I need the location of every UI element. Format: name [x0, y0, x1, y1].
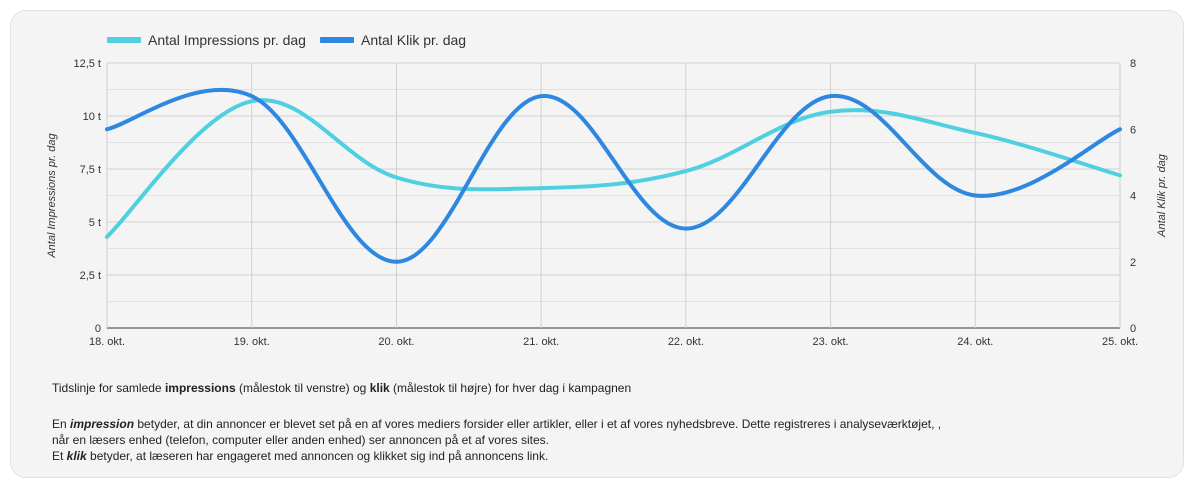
description-text: betyder, at din annoncer er blevet set p…: [134, 417, 942, 431]
x-tick-label: 20. okt.: [378, 336, 414, 348]
x-tick-label: 22. okt.: [668, 336, 704, 348]
y-left-tick-label: 7,5 t: [80, 164, 101, 176]
legend-label-klik: Antal Klik pr. dag: [361, 32, 466, 48]
series-line-impressions: [105, 98, 1122, 239]
y-left-tick-label: 5 t: [89, 217, 101, 229]
y-left-tick-label: 0: [95, 323, 101, 335]
y-left-tick-label: 10 t: [83, 111, 101, 123]
y-right-tick-label: 8: [1130, 58, 1136, 70]
description-line-2: når en læsers enhed (telefon, computer e…: [52, 433, 549, 447]
description-text: Et: [52, 449, 67, 463]
x-tick-label: 24. okt.: [957, 336, 993, 348]
legend-swatch-klik: [320, 37, 354, 43]
impression-term: impression: [70, 417, 135, 431]
y-right-tick-label: 0: [1130, 323, 1136, 335]
x-tick-label: 25. okt.: [1102, 336, 1138, 348]
description-text: betyder, at læseren har engageret med an…: [86, 449, 549, 463]
chart-card: [10, 10, 1184, 478]
x-tick-label: 18. okt.: [89, 336, 125, 348]
y-right-axis-label: Antal Klik pr. dag: [1156, 153, 1168, 238]
x-tick-label: 23. okt.: [813, 336, 849, 348]
y-right-tick-label: 2: [1130, 257, 1136, 269]
description-line-3: Et klik betyder, at læseren har engagere…: [52, 448, 941, 464]
y-left-tick-label: 2,5 t: [80, 270, 101, 282]
chart-caption: Tidslinje for samlede impressions (måles…: [52, 380, 631, 396]
caption-klik-bold: klik: [369, 381, 390, 395]
y-left-axis-label: Antal Impressions pr. dag: [46, 132, 58, 258]
x-tick-label: 21. okt.: [523, 336, 559, 348]
caption-impressions-bold: impressions: [164, 381, 236, 395]
y-right-tick-label: 6: [1130, 124, 1136, 136]
description-text: En: [52, 417, 71, 431]
caption-text-mid: (målestok til venstre) og: [235, 381, 370, 395]
description-line-1: En impression betyder, at din annoncer e…: [52, 416, 941, 432]
y-right-tick-label: 4: [1130, 191, 1136, 203]
chart-description: En impression betyder, at din annoncer e…: [52, 416, 941, 464]
series-line-klik: [105, 87, 1122, 264]
legend-label-impressions: Antal Impressions pr. dag: [148, 32, 306, 48]
klik-term: klik: [66, 449, 87, 463]
legend-swatch-impressions: [107, 37, 141, 43]
y-left-tick-label: 12,5 t: [73, 58, 101, 70]
x-tick-label: 19. okt.: [234, 336, 270, 348]
caption-text-end: (målestok til højre) for hver dag i kamp…: [389, 381, 632, 395]
caption-text: Tidslinje for samlede: [52, 381, 165, 395]
